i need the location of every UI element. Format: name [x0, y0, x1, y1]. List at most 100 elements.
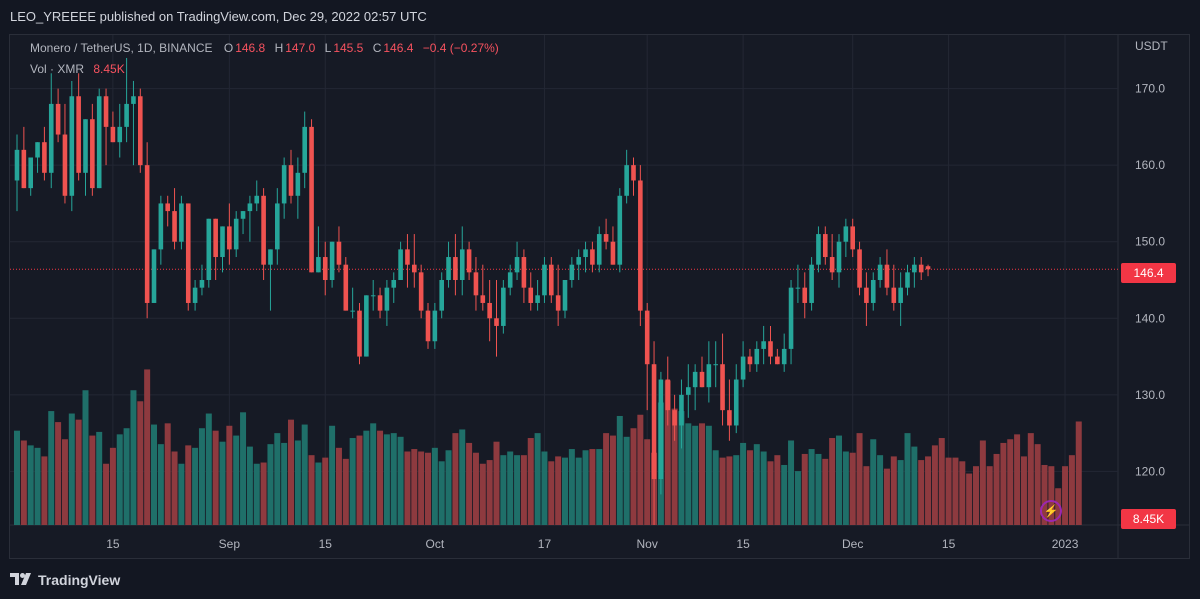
volume-bar — [82, 390, 89, 525]
volume-bar — [466, 442, 473, 525]
last-price-tag: 146.4 — [1121, 263, 1176, 283]
x-tick-label: 17 — [538, 537, 552, 551]
candle-body — [775, 356, 780, 365]
volume-bar — [55, 422, 62, 525]
candle-body — [247, 203, 253, 212]
volume-bar — [733, 455, 740, 525]
candle-body — [603, 234, 609, 242]
candle-body — [857, 249, 862, 288]
volume-bar — [500, 455, 507, 525]
candle-body — [261, 195, 266, 265]
candle-body — [802, 287, 808, 303]
publish-info: LEO_YREEEE published on TradingView.com,… — [10, 9, 427, 24]
volume-bar — [144, 369, 151, 525]
volume-bar — [678, 411, 685, 525]
volume-bar — [212, 430, 219, 525]
low-label: L — [324, 41, 332, 55]
volume-bar — [870, 439, 877, 525]
candle-body — [843, 226, 849, 242]
candle-body — [891, 287, 897, 303]
volume-bar — [322, 457, 329, 525]
candle-body — [96, 96, 102, 189]
volume-bar — [493, 441, 500, 525]
candle-body — [576, 257, 581, 265]
candle-body — [459, 249, 465, 280]
volume-bar — [294, 440, 301, 525]
candle-body — [788, 287, 794, 349]
candle-body — [350, 310, 355, 312]
candle-body — [754, 348, 760, 365]
volume-bar — [137, 401, 144, 525]
volume-bar — [616, 415, 623, 525]
volume-bar — [1075, 421, 1082, 525]
candlestick-chart[interactable]: 120.0 130.0 140.0 150.0 160.0 170.0 15 Sep 15 Oct… — [10, 35, 1189, 558]
candle-body — [316, 257, 321, 273]
symbol-label[interactable]: Monero / TetherUS, 1D, BINANCE — [30, 41, 213, 55]
volume-bar — [383, 434, 390, 525]
candle-body — [644, 310, 650, 365]
candle-body — [706, 364, 712, 388]
volume-bar — [952, 457, 959, 525]
candle-body — [151, 249, 157, 303]
volume-bar — [226, 425, 233, 525]
volume-bar — [335, 447, 342, 525]
candle-body — [884, 264, 890, 288]
volume-bar — [993, 453, 1000, 525]
candle-body — [425, 310, 431, 342]
volume-bar — [445, 450, 452, 525]
volume-bar — [34, 447, 41, 525]
candle-body — [412, 264, 417, 273]
volume-bar — [411, 449, 418, 525]
volume-bar — [281, 442, 288, 525]
open-label: O — [223, 41, 234, 55]
close-label: C — [372, 41, 382, 55]
volume-label[interactable]: Vol · XMR — [30, 62, 85, 76]
chart-frame[interactable]: 120.0 130.0 140.0 150.0 160.0 170.0 15 Sep 15 Oct… — [9, 34, 1190, 559]
candle-body — [370, 295, 376, 297]
volume-bar — [1041, 464, 1048, 525]
x-tick-label: 15 — [319, 537, 333, 551]
candle-body — [131, 96, 136, 104]
candle-body — [240, 211, 246, 219]
candle-body — [322, 257, 328, 280]
volume-legend: Vol · XMR 8.45K — [30, 62, 127, 76]
volume-bar — [164, 423, 171, 525]
candle-body — [336, 241, 342, 265]
volume-bar — [219, 441, 226, 525]
lightning-icon[interactable]: ⚡ — [1040, 500, 1062, 522]
candle-body — [542, 264, 547, 296]
volume-bar — [75, 419, 82, 525]
y-tick-label: 140.0 — [1135, 311, 1165, 325]
volume-bar — [431, 447, 438, 525]
candle-body — [473, 272, 479, 296]
volume-bar — [836, 435, 842, 525]
candle-body — [733, 379, 739, 426]
open-value: 146.8 — [235, 41, 266, 55]
candle-body — [233, 218, 239, 250]
volume-bar — [48, 411, 55, 525]
volume-bar — [596, 449, 603, 525]
volume-bar — [301, 424, 308, 525]
y-tick-label: 130.0 — [1135, 388, 1165, 402]
volume-bar — [541, 451, 548, 525]
candle-body — [165, 203, 170, 212]
x-tick-label: 15 — [942, 537, 956, 551]
candle-body — [665, 379, 671, 411]
candle-body — [466, 249, 472, 273]
candle-body — [658, 379, 664, 480]
volume-bar — [856, 433, 863, 525]
candle-body — [631, 165, 636, 181]
volume-bar — [986, 466, 993, 525]
tradingview-footer[interactable]: TradingView — [10, 570, 120, 590]
candle-body — [864, 287, 869, 303]
candle-body — [62, 134, 68, 196]
candle-body — [384, 287, 390, 311]
last-volume-tag: 8.45K — [1121, 509, 1176, 529]
candle-body — [439, 280, 444, 311]
volume-bar — [41, 456, 48, 525]
candle-body — [528, 287, 534, 303]
volume-bar — [178, 463, 185, 525]
candle-body — [329, 241, 335, 280]
candle-body — [117, 126, 123, 143]
volume-bar — [404, 451, 411, 525]
